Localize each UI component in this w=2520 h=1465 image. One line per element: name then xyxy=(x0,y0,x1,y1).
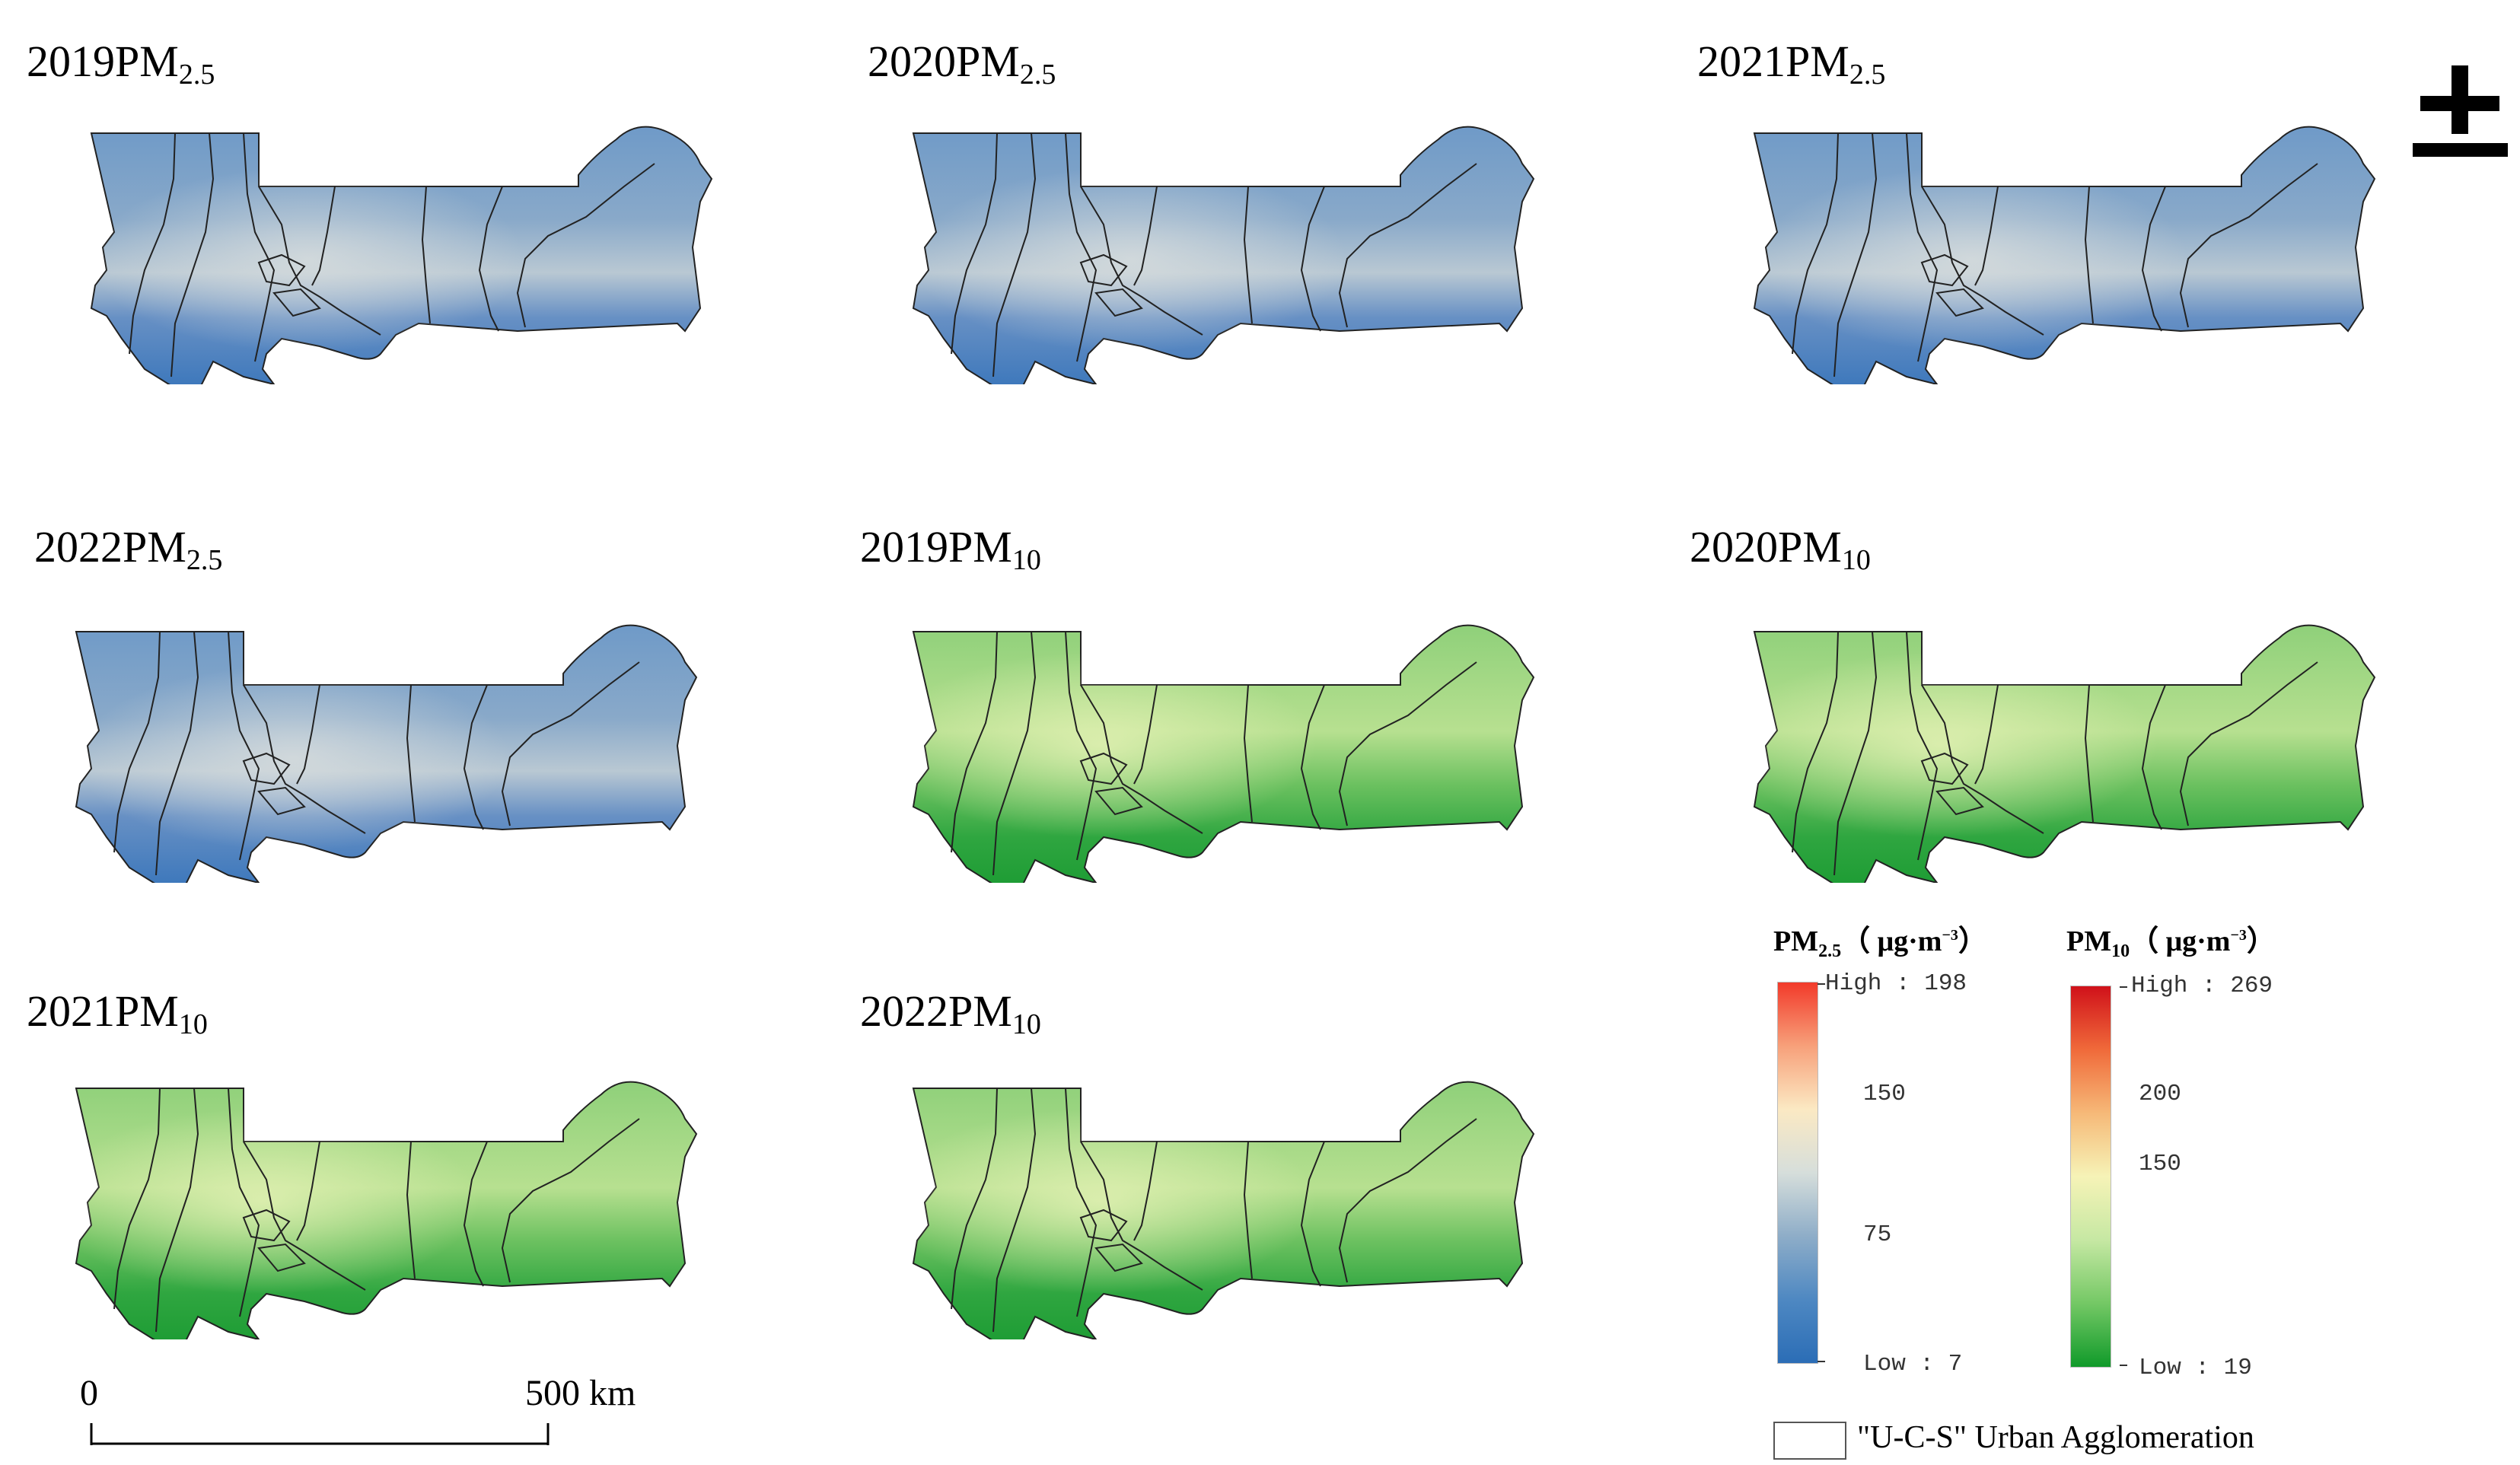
map-2022-pm10 xyxy=(913,1081,1534,1339)
scale-bar-start: 0 xyxy=(80,1373,98,1413)
legend-title-pm25: PM2.5（ μg·m−3） xyxy=(1773,925,1987,961)
legend-pm25-mid-150: 150 xyxy=(1863,1081,1906,1107)
boundary-legend-label: "U-C-S" Urban Agglomeration xyxy=(1857,1420,2254,1455)
legend-title-pm10: PM10（ μg·m−3） xyxy=(2066,925,2276,961)
legend-pm10-high: High : 269 xyxy=(2131,973,2273,999)
legend-pm10-low: Low : 19 xyxy=(2139,1355,2252,1381)
map-2020-pm25 xyxy=(913,126,1534,384)
north-arrow-icon xyxy=(2413,65,2508,157)
tick-pm10-low xyxy=(2120,1365,2127,1366)
panel-title-2019-pm10: 2019PM10 xyxy=(860,522,1041,576)
map-2022-pm25 xyxy=(75,624,697,883)
legend-pm10-mid-200: 200 xyxy=(2139,1081,2181,1107)
panel-title-2020-pm10: 2020PM10 xyxy=(1690,522,1871,576)
boundary-legend-swatch xyxy=(1773,1422,1846,1460)
map-2021-pm25 xyxy=(1754,126,2375,384)
panel-title-2021-pm25: 2021PM2.5 xyxy=(1697,37,1886,91)
legend-pm10-mid-150: 150 xyxy=(2139,1151,2181,1177)
panel-title-2022-pm25: 2022PM2.5 xyxy=(34,522,223,576)
legend-pm25-low: Low : 7 xyxy=(1863,1351,1963,1377)
tick-pm25-low xyxy=(1818,1361,1825,1362)
legend-pm25-high: High : 198 xyxy=(1825,970,1967,997)
tick-pm10-high xyxy=(2120,986,2127,988)
tick-pm25-high xyxy=(1818,983,1825,985)
map-2021-pm10 xyxy=(75,1081,697,1339)
panel-title-2019-pm25: 2019PM2.5 xyxy=(27,37,215,91)
scale-bar xyxy=(90,1423,550,1445)
map-2019-pm10 xyxy=(913,624,1534,883)
color-ramp-pm25 xyxy=(1777,982,1818,1364)
panel-title-2020-pm25: 2020PM2.5 xyxy=(868,37,1056,91)
panel-title-2021-pm10: 2021PM10 xyxy=(27,986,208,1040)
map-2019-pm25 xyxy=(91,126,712,384)
scale-bar-end: 500 km xyxy=(525,1373,636,1413)
map-2020-pm10 xyxy=(1754,624,2375,883)
color-ramp-pm10 xyxy=(2070,986,2111,1368)
legend-pm25-mid-75: 75 xyxy=(1863,1221,1892,1248)
panel-title-2022-pm10: 2022PM10 xyxy=(860,986,1041,1040)
